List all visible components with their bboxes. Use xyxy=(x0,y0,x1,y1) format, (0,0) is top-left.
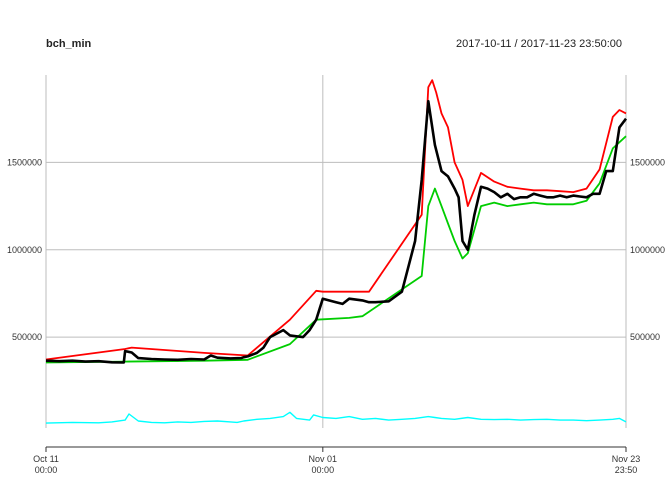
date-range-label: 2017-10-11 / 2017-11-23 23:50:00 xyxy=(456,38,622,50)
series-close-line xyxy=(45,99,628,364)
chart-title: bch_min xyxy=(46,38,92,50)
x-tick-label-time: 00:00 xyxy=(35,465,58,475)
y-tick-label-right: 1000000 xyxy=(630,245,665,255)
x-tick-label-date: Oct 11 xyxy=(33,454,59,464)
series-volume-line xyxy=(45,411,627,424)
x-tick-label-time: 23:50 xyxy=(615,465,638,475)
y-tick-label-left: 1000000 xyxy=(7,245,42,255)
x-tick-label-date: Nov 01 xyxy=(309,454,338,464)
y-tick-label-left: 1500000 xyxy=(7,157,42,167)
series-low-line xyxy=(45,135,627,364)
y-tick-label-right: 500000 xyxy=(630,332,660,342)
y-tick-label-left: 500000 xyxy=(12,332,42,342)
y-tick-label-right: 1500000 xyxy=(630,157,665,167)
series-high-line xyxy=(45,79,627,361)
x-tick-label-date: Nov 23 xyxy=(612,454,641,464)
x-tick-label-time: 00:00 xyxy=(312,465,335,475)
